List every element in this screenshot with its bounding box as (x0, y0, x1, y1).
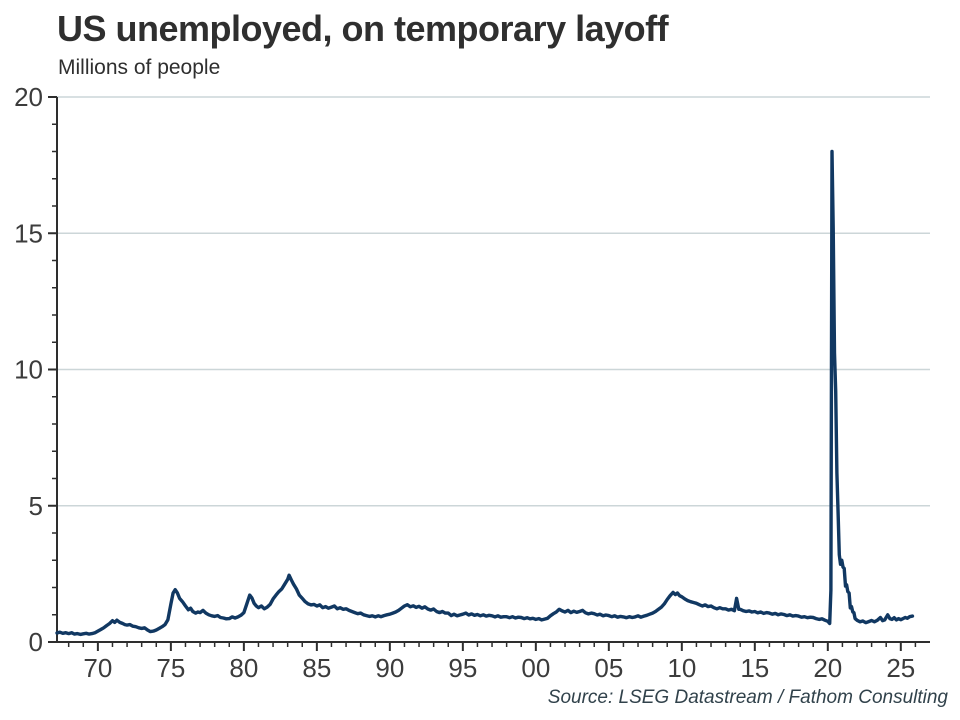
chart-title: US unemployed, on temporary layoff (57, 8, 669, 49)
x-tick-label: 15 (740, 653, 769, 683)
y-tick-label: 20 (14, 82, 43, 112)
x-tick-label: 90 (375, 653, 404, 683)
y-tick-label: 10 (14, 355, 43, 385)
x-tick-label: 85 (302, 653, 331, 683)
source-credit: Source: LSEG Datastream / Fathom Consult… (547, 687, 948, 708)
x-tick-label: 70 (83, 653, 112, 683)
chart-subtitle: Millions of people (58, 56, 221, 79)
x-tick-label: 95 (448, 653, 477, 683)
x-tick-label: 25 (886, 653, 915, 683)
y-tick-label: 0 (29, 627, 43, 657)
x-tick-label: 00 (521, 653, 550, 683)
y-tick-label: 5 (29, 491, 43, 521)
x-tick-label: 20 (813, 653, 842, 683)
temporary-layoff-series-line (55, 149, 915, 637)
x-tick-label: 80 (229, 653, 258, 683)
x-tick-label: 05 (594, 653, 623, 683)
x-tick-label: 75 (156, 653, 185, 683)
x-tick-label: 10 (667, 653, 696, 683)
y-tick-label: 15 (14, 218, 43, 248)
